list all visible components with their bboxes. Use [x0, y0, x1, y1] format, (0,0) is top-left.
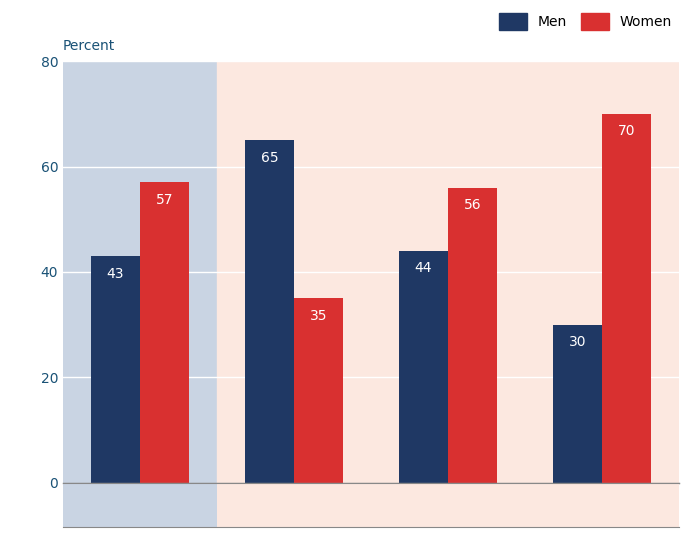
- Bar: [140, 182, 189, 483]
- Bar: [217, 61, 679, 483]
- Bar: [63, 61, 217, 483]
- Bar: [294, 299, 343, 483]
- Legend: Men, Women: Men, Women: [499, 13, 672, 30]
- Bar: [91, 256, 140, 483]
- Text: 56: 56: [464, 198, 482, 212]
- Bar: [245, 140, 294, 483]
- Bar: [602, 114, 651, 483]
- Text: Percent: Percent: [63, 39, 116, 53]
- Bar: [399, 251, 448, 483]
- Text: 65: 65: [260, 150, 278, 165]
- Text: Under 18: Under 18: [262, 498, 326, 512]
- Text: All ages: All ages: [113, 498, 167, 512]
- Text: 35: 35: [310, 309, 328, 323]
- Text: 65 or older: 65 or older: [564, 498, 640, 512]
- Text: 18–64: 18–64: [427, 498, 469, 512]
- Text: 30: 30: [568, 335, 586, 349]
- Text: 43: 43: [106, 267, 124, 281]
- Text: 44: 44: [414, 261, 432, 275]
- Bar: [448, 188, 497, 483]
- Text: 57: 57: [156, 193, 174, 207]
- Bar: [553, 325, 602, 483]
- Text: 70: 70: [618, 124, 636, 138]
